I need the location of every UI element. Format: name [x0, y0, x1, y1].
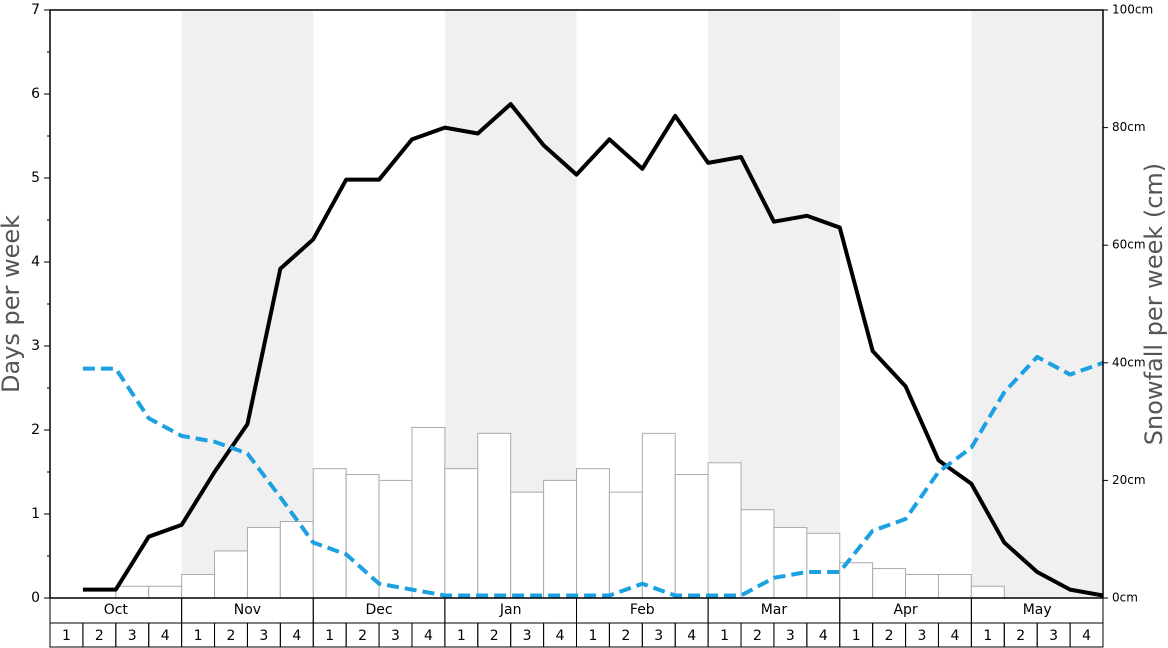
x-tick-label: 1: [325, 628, 334, 644]
bar: [543, 479, 577, 599]
bar: [773, 526, 808, 599]
month-label: Nov: [234, 602, 261, 618]
bar: [970, 585, 1005, 599]
x-tick-label: 3: [786, 628, 795, 644]
y-tick-label: 0: [31, 590, 40, 606]
y-axis-title: Days per week: [0, 215, 25, 393]
y2-tick-label: 60cm: [1112, 238, 1146, 252]
x-tick-label: 4: [292, 628, 301, 644]
bar: [312, 468, 347, 599]
y-tick-label: 7: [31, 2, 40, 18]
bar: [872, 568, 907, 599]
x-tick-label: 3: [128, 628, 137, 644]
bar: [411, 426, 446, 599]
x-tick-label: 3: [259, 628, 268, 644]
x-tick-label: 1: [457, 628, 466, 644]
bar: [214, 550, 248, 599]
y2-tick-label: 100cm: [1112, 3, 1153, 17]
y2-tick-label: 20cm: [1112, 473, 1146, 487]
y2-tick-label: 40cm: [1112, 355, 1146, 369]
y-tick-label: 1: [31, 506, 40, 522]
x-tick-label: 1: [852, 628, 861, 644]
x-tick-label: 3: [918, 628, 927, 644]
month-label: Dec: [366, 602, 393, 618]
x-tick-label: 1: [194, 628, 203, 644]
x-tick-label: 3: [1049, 628, 1058, 644]
line-series: [82, 102, 1104, 598]
x-tick-label: 4: [819, 628, 828, 644]
bar: [246, 526, 281, 599]
bar: [576, 468, 610, 599]
x-tick-label: 1: [720, 628, 729, 644]
x-tick-label: 2: [227, 628, 236, 644]
month-band: [971, 10, 1103, 598]
x-tick-label: 4: [556, 628, 565, 644]
y-tick-label: 6: [31, 86, 40, 102]
bar: [806, 532, 841, 599]
x-tick-label: 4: [424, 628, 433, 644]
bar: [444, 468, 479, 599]
month-label: May: [1023, 602, 1052, 618]
bar: [707, 462, 742, 599]
y-tick-label: 5: [31, 170, 40, 186]
x-tick-label: 4: [1082, 628, 1091, 644]
bar: [115, 585, 150, 599]
x-tick-label: 2: [753, 628, 762, 644]
x-tick-label: 3: [391, 628, 400, 644]
y2-tick-label: 0cm: [1112, 591, 1138, 605]
bar: [641, 432, 676, 599]
y-tick-label: 3: [31, 338, 40, 354]
x-tick-label: 2: [490, 628, 499, 644]
month-label: Apr: [893, 602, 917, 618]
bar: [181, 573, 216, 599]
bar: [378, 479, 413, 599]
x-tick-label: 1: [588, 628, 597, 644]
x-tick-label: 2: [358, 628, 367, 644]
month-label: Jan: [499, 602, 522, 618]
x-tick-label: 4: [950, 628, 959, 644]
x-tick-label: 3: [523, 628, 532, 644]
x-tick-label: 2: [885, 628, 894, 644]
y-tick-label: 4: [31, 254, 40, 270]
x-tick-label: 4: [161, 628, 170, 644]
x-tick-label: 2: [621, 628, 630, 644]
y-tick-label: 2: [31, 422, 40, 438]
x-tick-label: 2: [1016, 628, 1025, 644]
y2-tick-label: 80cm: [1112, 120, 1146, 134]
month-label: Mar: [761, 602, 788, 618]
bar: [477, 432, 512, 599]
x-tick-label: 2: [95, 628, 104, 644]
month-label: Feb: [630, 602, 655, 618]
month-label: Oct: [104, 602, 129, 618]
bar: [608, 491, 643, 599]
bar: [740, 509, 775, 599]
month-band: [181, 10, 314, 598]
bar: [937, 573, 972, 599]
x-tick-label: 1: [62, 628, 71, 644]
bar: [148, 585, 183, 599]
y2-axis-title: Snowfall per week (cm): [1140, 163, 1168, 445]
x-tick-label: 1: [983, 628, 992, 644]
line-series: [82, 354, 1104, 598]
x-tick-label: 3: [654, 628, 663, 644]
bar: [839, 562, 874, 599]
x-tick-label: 4: [687, 628, 696, 644]
bar: [905, 573, 939, 599]
bar: [510, 491, 545, 599]
week-cell: [1069, 622, 1104, 648]
bar: [674, 474, 709, 599]
